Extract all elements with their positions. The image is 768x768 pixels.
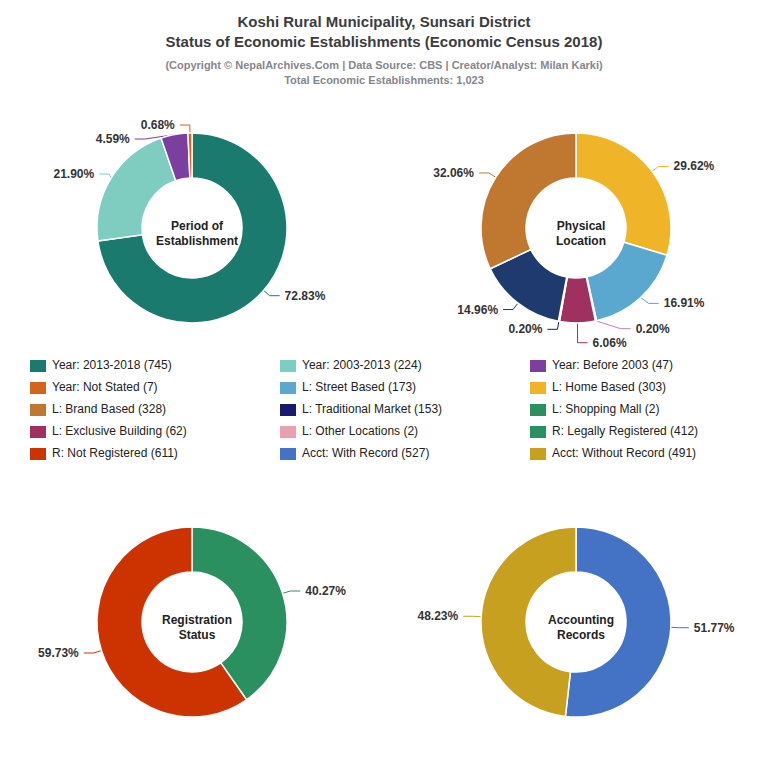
svg-text:L: Traditional Market (153): L: Traditional Market (153) xyxy=(302,402,442,416)
svg-text:Physical: Physical xyxy=(557,219,606,233)
svg-text:L: Exclusive Building (62): L: Exclusive Building (62) xyxy=(52,424,187,438)
svg-text:Location: Location xyxy=(556,234,606,248)
svg-text:Total Economic Establishments:: Total Economic Establishments: 1,023 xyxy=(284,74,484,86)
svg-text:R: Not Registered (611): R: Not Registered (611) xyxy=(52,446,178,460)
svg-text:0.20%: 0.20% xyxy=(508,322,542,336)
svg-text:4.59%: 4.59% xyxy=(96,132,130,146)
svg-text:16.91%: 16.91% xyxy=(664,296,705,310)
svg-text:32.06%: 32.06% xyxy=(433,166,474,180)
svg-text:Status: Status xyxy=(179,628,216,642)
svg-text:6.06%: 6.06% xyxy=(593,336,627,350)
svg-text:L: Shopping Mall (2): L: Shopping Mall (2) xyxy=(552,402,659,416)
svg-text:Records: Records xyxy=(557,628,605,642)
svg-text:29.62%: 29.62% xyxy=(674,159,715,173)
svg-text:Acct: Without Record (491): Acct: Without Record (491) xyxy=(552,446,696,460)
svg-text:Year: 2013-2018 (745): Year: 2013-2018 (745) xyxy=(52,358,172,372)
svg-text:40.27%: 40.27% xyxy=(305,584,346,598)
svg-text:Koshi Rural Municipality, Suns: Koshi Rural Municipality, Sunsari Distri… xyxy=(237,13,530,30)
svg-text:L: Street Based (173): L: Street Based (173) xyxy=(302,380,416,394)
svg-text:Registration: Registration xyxy=(162,613,232,627)
svg-text:R: Legally Registered (412): R: Legally Registered (412) xyxy=(552,424,698,438)
svg-text:51.77%: 51.77% xyxy=(694,621,735,635)
svg-text:L: Home Based (303): L: Home Based (303) xyxy=(552,380,666,394)
svg-text:14.96%: 14.96% xyxy=(457,303,498,317)
svg-text:Year: Not Stated (7): Year: Not Stated (7) xyxy=(52,380,158,394)
svg-text:48.23%: 48.23% xyxy=(417,609,458,623)
svg-text:Acct: With Record (527): Acct: With Record (527) xyxy=(302,446,429,460)
svg-text:0.20%: 0.20% xyxy=(636,322,670,336)
svg-text:Accounting: Accounting xyxy=(548,613,614,627)
svg-text:Status of Economic Establishme: Status of Economic Establishments (Econo… xyxy=(166,33,603,50)
svg-text:59.73%: 59.73% xyxy=(38,646,79,660)
svg-text:21.90%: 21.90% xyxy=(54,167,95,181)
svg-text:L: Brand Based (328): L: Brand Based (328) xyxy=(52,402,166,416)
svg-text:(Copyright © NepalArchives.Com: (Copyright © NepalArchives.Com | Data So… xyxy=(165,59,603,71)
svg-text:Establishment: Establishment xyxy=(156,234,238,248)
svg-text:Year: 2003-2013 (224): Year: 2003-2013 (224) xyxy=(302,358,422,372)
svg-text:Period of: Period of xyxy=(171,219,224,233)
svg-text:Year: Before 2003 (47): Year: Before 2003 (47) xyxy=(552,358,673,372)
svg-text:0.68%: 0.68% xyxy=(141,118,175,132)
svg-text:72.83%: 72.83% xyxy=(285,289,326,303)
svg-text:L: Other Locations (2): L: Other Locations (2) xyxy=(302,424,418,438)
